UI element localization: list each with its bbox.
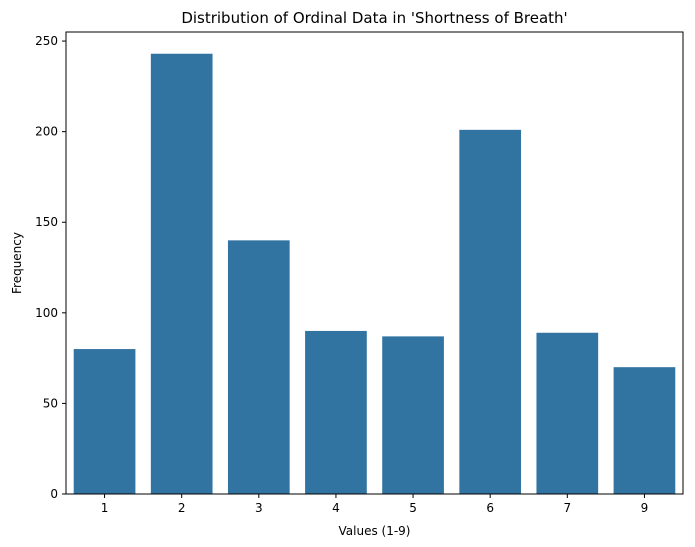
bar-3 xyxy=(227,240,290,494)
bar-2 xyxy=(150,53,213,495)
y-tick-label: 0 xyxy=(50,487,58,501)
x-tick-label: 2 xyxy=(178,501,186,515)
x-axis: 1 2 3 4 5 6 7 9 xyxy=(101,494,649,515)
x-tick-label: 4 xyxy=(332,501,340,515)
x-tick-label: 7 xyxy=(563,501,571,515)
bar-6 xyxy=(459,129,522,494)
x-tick-label: 6 xyxy=(486,501,494,515)
x-tick-label: 1 xyxy=(101,501,109,515)
bar-4 xyxy=(305,330,367,494)
y-tick-label: 150 xyxy=(35,215,58,229)
x-tick-label: 9 xyxy=(641,501,649,515)
y-tick-label: 50 xyxy=(43,396,58,410)
bar-9 xyxy=(613,367,676,494)
x-axis-label: Values (1-9) xyxy=(339,524,411,538)
y-tick-label: 200 xyxy=(35,125,58,139)
bar-1 xyxy=(73,349,136,494)
bar-7 xyxy=(536,332,599,494)
plot-frame xyxy=(65,31,684,495)
x-tick-label: 5 xyxy=(409,501,417,515)
y-axis-label: Frequency xyxy=(10,232,24,294)
y-tick-label: 100 xyxy=(35,306,58,320)
y-tick-label: 250 xyxy=(35,34,58,48)
x-tick-label: 3 xyxy=(255,501,263,515)
y-axis: 0 50 100 150 200 250 xyxy=(35,34,66,501)
bar-5 xyxy=(382,336,444,494)
bars-group xyxy=(73,53,676,495)
chart-title: Distribution of Ordinal Data in 'Shortne… xyxy=(181,9,567,27)
